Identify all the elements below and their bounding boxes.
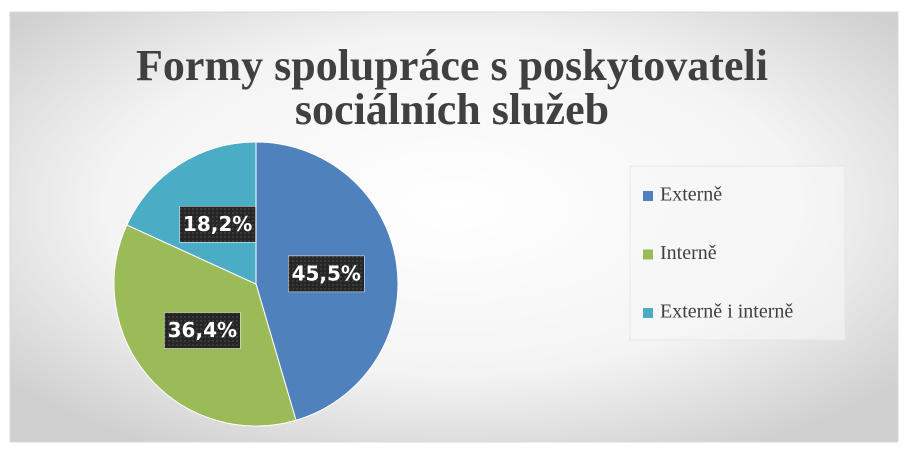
legend-label: Interně — [660, 242, 717, 264]
legend-label: Externě i interně — [660, 301, 793, 323]
legend-label: Externě — [660, 184, 722, 206]
data-label-box — [179, 206, 256, 243]
legend-swatch — [643, 191, 653, 201]
legend-box — [629, 165, 846, 341]
legend-swatch — [643, 308, 653, 318]
data-label: 45,5% — [292, 261, 361, 285]
data-label: 36,4% — [168, 318, 237, 342]
data-label: 18,2% — [183, 212, 252, 236]
data-label-box — [164, 312, 241, 349]
data-label-box — [288, 255, 365, 293]
legend-swatch — [643, 249, 653, 260]
chart-title: Formy spolupráce s poskytovateli sociální… — [136, 41, 768, 134]
